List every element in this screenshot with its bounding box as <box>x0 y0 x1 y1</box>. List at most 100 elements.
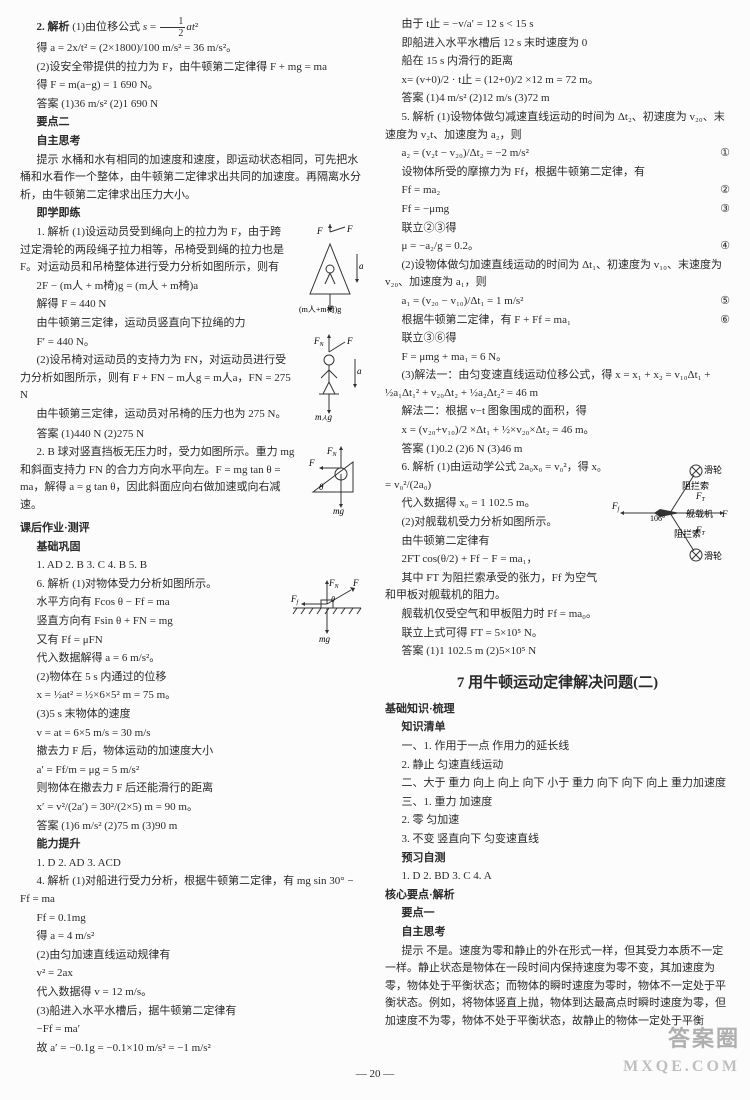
incline-ball: FN F θ mg <box>305 444 365 516</box>
line: 2. 解析 (1)由位移公式 s = 12at² <box>20 16 365 39</box>
line: 联立③⑥得 <box>385 330 730 348</box>
svg-text:Ff: Ff <box>290 594 300 606</box>
line: 3. 不变 竖直向下 匀变速直线 <box>385 831 730 849</box>
svg-text:θ: θ <box>319 482 324 492</box>
line: Ff = −μmg③ <box>385 201 730 219</box>
line: x= (v+0)/2 · t止 = (12+0)/2 ×12 m = 72 m。 <box>385 72 730 90</box>
carrier-plane-diagram: 滑轮 阻拦索 FT 舰载机 F Ff 106° 阻拦索 FT 滑轮 <box>610 459 730 569</box>
eq-num: ① <box>704 145 730 163</box>
line: 则物体在撤去力 F 后还能滑行的距离 <box>20 780 365 798</box>
line: 由于 t止 = −v/a′ = 12 s < 15 s <box>385 16 730 34</box>
line: 答案 (1)440 N (2)275 N <box>20 426 365 444</box>
line: 答案 (1)4 m/s² (2)12 m/s (3)72 m <box>385 90 730 108</box>
line: F = μmg + ma₁ = 6 N。 <box>385 349 730 367</box>
svg-text:a: a <box>357 366 362 376</box>
line: 5. 解析 (1)设物体做匀减速直线运动的时间为 Δt₂、初速度为 v₂₀、末速… <box>385 109 730 144</box>
free-body-triangle: F F a (m人+m椅)g <box>295 224 365 314</box>
line: 一、1. 作用于一点 作用力的延长线 <box>385 738 730 756</box>
right-column: 由于 t止 = −v/a′ = 12 s < 15 s 即船进入水平水槽后 12… <box>385 16 730 1058</box>
svg-text:F: F <box>308 458 315 468</box>
line: (2)由匀加速直线运动规律有 <box>20 947 365 965</box>
svg-text:F: F <box>346 336 353 346</box>
line: 解法二：根据 v−t 图象围成的面积，得 <box>385 403 730 421</box>
line: a₁ = (v₂₀ − v₁₀)/Δt₁ = 1 m/s²⑤ <box>385 293 730 311</box>
line: 舰载机仅受空气和甲板阻力时 Ff = ma₀。 <box>385 606 730 624</box>
svg-text:Ff: Ff <box>611 501 621 513</box>
heading: 自主思考 <box>20 133 365 151</box>
line: v = at = 6×5 m/s = 30 m/s <box>20 725 365 743</box>
svg-text:阻拦索: 阻拦索 <box>682 480 709 491</box>
line: 即船进入水平水槽后 12 s 末时速度为 0 <box>385 35 730 53</box>
heading: 预习自测 <box>385 850 730 868</box>
heading: 自主思考 <box>385 924 730 942</box>
section-heading: 课后作业·测评 <box>20 520 365 538</box>
line: (2)物体在 5 s 内通过的位移 <box>20 669 365 687</box>
svg-text:(m人+m椅)g: (m人+m椅)g <box>299 304 341 314</box>
line: 船在 15 s 内滑行的距离 <box>385 53 730 71</box>
line: 答案 (1)6 m/s² (2)75 m (3)90 m <box>20 818 365 836</box>
svg-text:F: F <box>316 226 323 236</box>
line: a₂ = (v₂t − v₂₀)/Δt₂ = −2 m/s²① <box>385 145 730 163</box>
line: 由牛顿第三定律，运动员竖直向下拉绳的力 <box>20 315 365 333</box>
svg-text:FT: FT <box>695 491 706 503</box>
svg-text:滑轮: 滑轮 <box>704 550 722 561</box>
section-title: 7 用牛顿运动定律解决问题(二) <box>385 671 730 695</box>
line: 答案 (1)36 m/s² (2)1 690 N <box>20 96 365 114</box>
svg-text:FN: FN <box>313 336 325 348</box>
eq-num: ⑥ <box>704 312 730 330</box>
svg-text:106°: 106° <box>650 514 665 523</box>
line: 故 a′ = −0.1g = −0.1×10 m/s² = −1 m/s² <box>20 1040 365 1058</box>
heading: 要点二 <box>20 114 365 132</box>
line: (3)船进入水平水槽后，据牛顿第二定律有 <box>20 1003 365 1021</box>
watermark-text: 答案圈 <box>668 1021 740 1056</box>
line: 答案 (1)1 102.5 m (2)5×10⁵ N <box>385 643 730 661</box>
line: 2. 静止 匀速直线运动 <box>385 757 730 775</box>
svg-text:F: F <box>721 509 728 519</box>
svg-text:滑轮: 滑轮 <box>704 464 722 475</box>
line: Ff = ma₂② <box>385 182 730 200</box>
answers-row: 1. AD 2. B 3. C 4. B 5. B <box>20 557 365 575</box>
svg-text:m人g: m人g <box>315 412 333 422</box>
heading: 知识清单 <box>385 719 730 737</box>
line: 根据牛顿第二定律，有 F + Ff = ma₁⑥ <box>385 312 730 330</box>
left-column: 2. 解析 (1)由位移公式 s = 12at² 得 a = 2x/t² = (… <box>20 16 365 1058</box>
heading: 基础巩固 <box>20 539 365 557</box>
line: 代入数据得 v = 12 m/s。 <box>20 984 365 1002</box>
svg-text:mg: mg <box>333 506 344 516</box>
section-heading: 核心要点·解析 <box>385 887 730 905</box>
line: (2)设物体做匀加速直线运动的时间为 Δt₁、初速度为 v₁₀、末速度为 v₂₀… <box>385 257 730 292</box>
svg-text:F: F <box>352 578 359 588</box>
line: 撤去力 F 后，物体运动的加速度大小 <box>20 743 365 761</box>
line: (2)设安全带提供的拉力为 F，由牛顿第二定律得 F + mg = ma <box>20 59 365 77</box>
line: 得 F = m(a−g) = 1 690 N。 <box>20 77 365 95</box>
answers-row: 1. D 2. BD 3. C 4. A <box>385 868 730 886</box>
line: x′ = v²/(2a′) = 30²/(2×5) m = 90 m。 <box>20 799 365 817</box>
line: 4. 解析 (1)对船进行受力分析，根据牛顿第二定律，有 mg sin 30° … <box>20 873 365 908</box>
line: 其中 FT 为阻拦索承受的张力，Ff 为空气和甲板对舰载机的阻力。 <box>385 570 730 605</box>
svg-text:a: a <box>359 261 364 271</box>
svg-text:mg: mg <box>319 634 330 644</box>
heading: 即学即练 <box>20 205 365 223</box>
line: −Ff = ma′ <box>20 1021 365 1039</box>
line: 联立②③得 <box>385 220 730 238</box>
line: (3)5 s 末物体的速度 <box>20 706 365 724</box>
eq-num: ③ <box>704 201 730 219</box>
heading: 要点一 <box>385 905 730 923</box>
line: 二、大于 重力 向上 向上 向下 小于 重力 向下 向下 向上 重力加速度 <box>385 775 730 793</box>
line: 设物体所受的摩擦力为 Ff，根据牛顿第二定律，有 <box>385 164 730 182</box>
free-body-person: FN F a m人g <box>299 334 365 422</box>
section-heading: 基础知识·梳理 <box>385 701 730 719</box>
line: v² = 2ax <box>20 965 365 983</box>
line: x = (v₂₀+v₁₀)/2 ×Δt₁ + ½×v₂₀×Δt₂ = 46 m。 <box>385 422 730 440</box>
line: Ff = 0.1mg <box>20 910 365 928</box>
block-forces: FN F θ Ff mg <box>287 576 365 646</box>
answers-row: 1. D 2. AD 3. ACD <box>20 855 365 873</box>
line: (3)解法一：由匀变速直线运动位移公式，得 x = x₁ + x₂ = v₁₀Δ… <box>385 367 730 402</box>
line: 得 a = 2x/t² = (2×1800)/100 m/s² = 36 m/s… <box>20 40 365 58</box>
eq-num: ④ <box>704 238 730 256</box>
watermark-url: MXQE.COM <box>623 1054 740 1080</box>
svg-text:F: F <box>346 224 353 234</box>
svg-text:FN: FN <box>328 578 340 590</box>
line: 三、1. 重力 加速度 <box>385 794 730 812</box>
eq-num: ⑤ <box>704 293 730 311</box>
